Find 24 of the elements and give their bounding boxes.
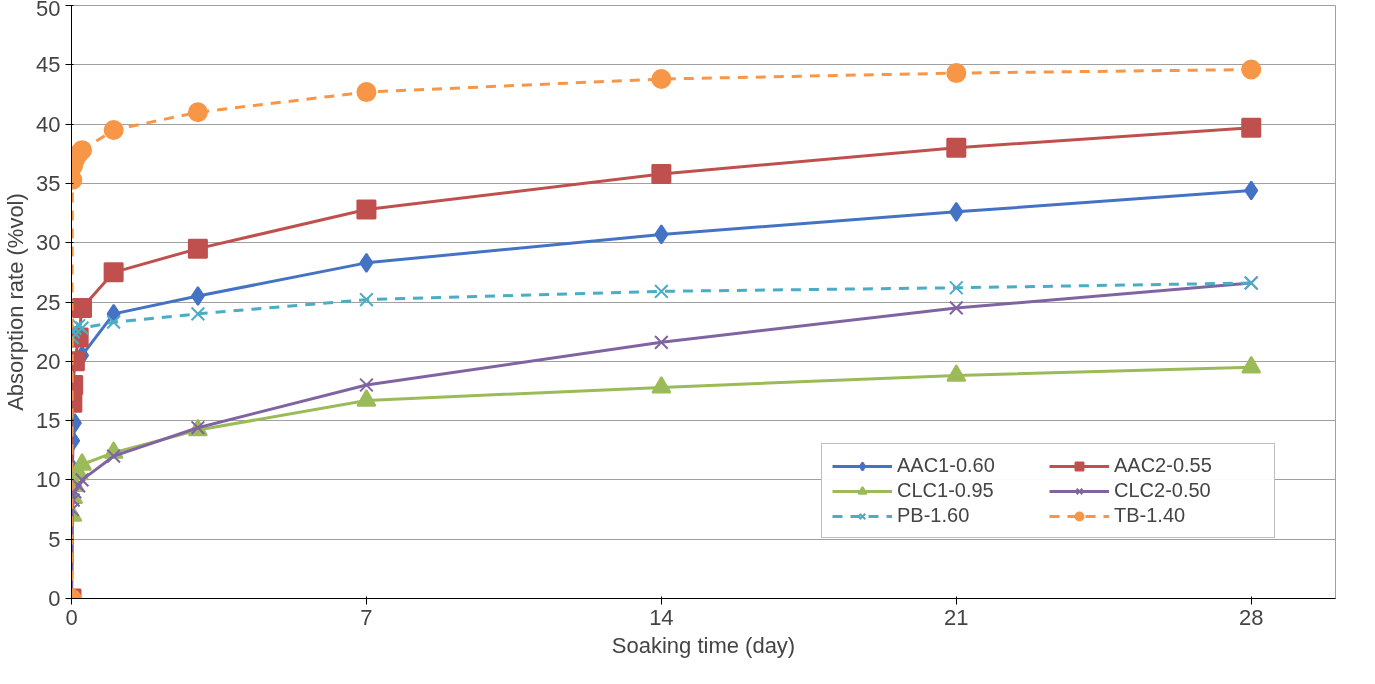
y-tick-label: 35 xyxy=(36,170,61,196)
y-tick-label: 20 xyxy=(36,348,61,374)
y-tick-label: 40 xyxy=(36,111,61,137)
y-axis-title: Absorption rate (%vol) xyxy=(3,193,29,411)
legend-label: AAC1-0.60 xyxy=(897,454,996,477)
x-tick-label: 14 xyxy=(649,604,674,630)
y-tick-label: 5 xyxy=(48,526,61,552)
x-tick-label: 21 xyxy=(944,604,969,630)
y-tick-label: 50 xyxy=(36,0,61,21)
legend-label: CLC1-0.95 xyxy=(897,479,995,502)
legend-label: CLC2-0.50 xyxy=(1114,479,1212,502)
y-tick-label: 10 xyxy=(36,467,61,493)
legend-label: AAC2-0.55 xyxy=(1114,454,1213,477)
x-tick-label: 7 xyxy=(360,604,373,630)
y-tick-label: 25 xyxy=(36,289,61,315)
y-tick-label: 15 xyxy=(36,408,61,434)
x-axis-title: Soaking time (day) xyxy=(611,632,796,658)
x-tick-label: 0 xyxy=(65,604,78,630)
legend-label: PB-1.60 xyxy=(897,504,971,527)
y-tick-label: 0 xyxy=(48,586,61,611)
y-tick-label: 30 xyxy=(36,230,61,256)
y-tick-label: 45 xyxy=(36,52,61,78)
x-tick-label: 28 xyxy=(1239,604,1264,630)
legend-label: TB-1.40 xyxy=(1114,504,1187,527)
